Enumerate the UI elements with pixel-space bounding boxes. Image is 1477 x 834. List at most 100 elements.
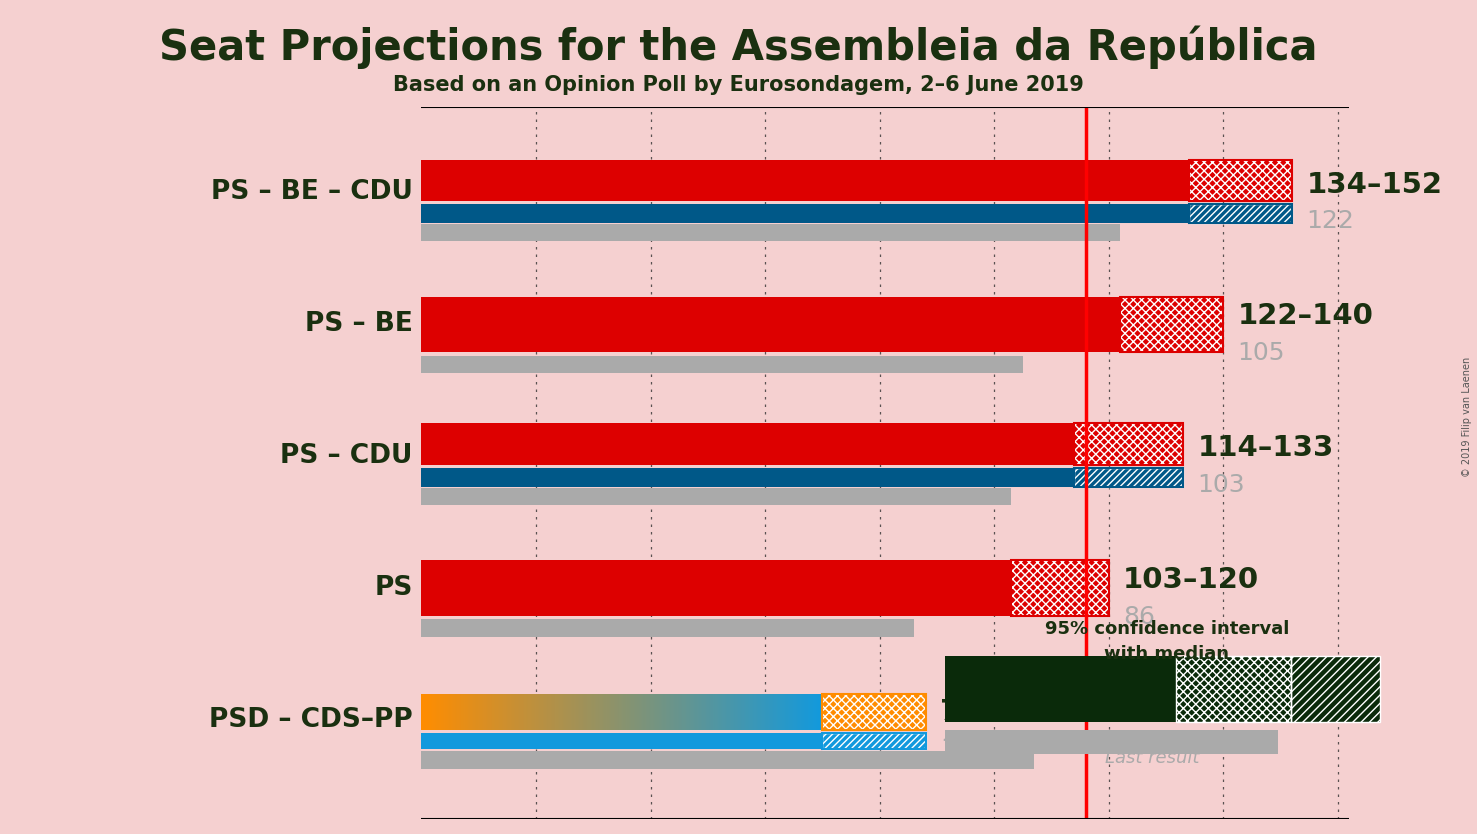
Bar xyxy=(487,694,489,730)
Bar xyxy=(459,694,461,730)
Bar xyxy=(421,297,1120,352)
Bar xyxy=(823,694,926,730)
Bar xyxy=(1291,656,1380,722)
Bar xyxy=(787,694,789,730)
Bar xyxy=(597,694,598,730)
Bar xyxy=(715,694,716,730)
Bar xyxy=(780,694,781,730)
Bar xyxy=(440,694,442,730)
Bar xyxy=(557,694,558,730)
Text: 122: 122 xyxy=(1307,209,1354,234)
Bar xyxy=(713,694,715,730)
Bar xyxy=(507,694,508,730)
Bar xyxy=(756,694,759,730)
Bar xyxy=(551,694,552,730)
Bar xyxy=(623,694,625,730)
Bar xyxy=(594,694,595,730)
Bar xyxy=(421,468,1074,487)
Bar xyxy=(1120,297,1223,352)
Text: 114–133: 114–133 xyxy=(1198,435,1334,462)
Bar xyxy=(815,694,817,730)
Bar xyxy=(656,694,657,730)
Bar xyxy=(744,694,746,730)
Bar xyxy=(465,694,467,730)
Bar xyxy=(480,694,482,730)
Bar xyxy=(650,694,651,730)
Bar xyxy=(552,694,554,730)
Bar xyxy=(489,694,490,730)
Bar xyxy=(434,694,436,730)
Bar xyxy=(477,694,479,730)
Bar xyxy=(631,694,632,730)
Bar xyxy=(823,733,926,749)
Bar xyxy=(421,488,1012,505)
Bar xyxy=(526,694,527,730)
Bar xyxy=(461,694,462,730)
Bar xyxy=(676,694,678,730)
Bar xyxy=(678,694,679,730)
Bar xyxy=(705,694,706,730)
Bar xyxy=(761,694,762,730)
Bar xyxy=(823,694,926,730)
Bar xyxy=(492,694,493,730)
Bar xyxy=(421,203,1189,224)
Bar xyxy=(758,694,759,730)
Bar xyxy=(671,694,672,730)
Bar xyxy=(694,694,696,730)
Bar xyxy=(521,694,523,730)
Text: PS – BE – CDU: PS – BE – CDU xyxy=(211,179,412,205)
Bar xyxy=(510,694,511,730)
Bar xyxy=(798,694,799,730)
Bar xyxy=(517,694,518,730)
Bar xyxy=(530,694,533,730)
Bar xyxy=(549,694,551,730)
Bar xyxy=(616,694,619,730)
Bar xyxy=(578,694,579,730)
Bar xyxy=(616,694,617,730)
Bar xyxy=(716,694,718,730)
Bar xyxy=(530,694,532,730)
Bar xyxy=(1189,159,1292,201)
Bar xyxy=(693,694,694,730)
Bar xyxy=(784,694,786,730)
Bar xyxy=(609,694,610,730)
Bar xyxy=(783,694,784,730)
Bar xyxy=(675,694,676,730)
Bar xyxy=(554,694,555,730)
Bar xyxy=(589,694,591,730)
Bar xyxy=(422,694,424,730)
Bar xyxy=(743,694,744,730)
Bar xyxy=(669,694,671,730)
Bar xyxy=(575,694,576,730)
Bar xyxy=(666,694,668,730)
Bar xyxy=(606,694,607,730)
Bar xyxy=(601,694,604,730)
Bar xyxy=(696,694,697,730)
Bar xyxy=(545,694,548,730)
Bar xyxy=(722,694,724,730)
Bar xyxy=(702,694,703,730)
Bar xyxy=(762,694,764,730)
Bar xyxy=(700,694,702,730)
Bar xyxy=(430,694,431,730)
Bar xyxy=(718,694,719,730)
Bar xyxy=(651,694,653,730)
Bar xyxy=(662,694,663,730)
Text: 103: 103 xyxy=(1198,473,1245,497)
Bar xyxy=(808,694,809,730)
Bar xyxy=(502,694,504,730)
Bar xyxy=(513,694,514,730)
Bar xyxy=(777,694,778,730)
Bar xyxy=(1074,424,1183,465)
Bar xyxy=(817,694,818,730)
Bar xyxy=(572,694,573,730)
Bar xyxy=(439,694,440,730)
Bar xyxy=(759,694,761,730)
Bar xyxy=(724,694,725,730)
Bar xyxy=(710,694,712,730)
Bar xyxy=(749,694,750,730)
Bar xyxy=(672,694,674,730)
Bar xyxy=(443,694,445,730)
Bar xyxy=(736,694,737,730)
Bar xyxy=(784,694,787,730)
